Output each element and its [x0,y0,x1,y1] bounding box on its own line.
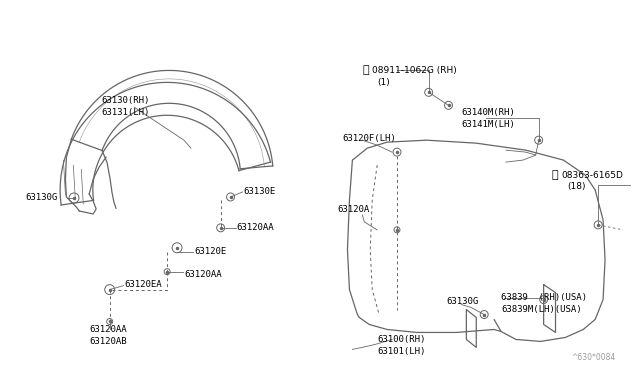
Text: 63101(LH): 63101(LH) [377,347,426,356]
Text: 63120AA: 63120AA [237,223,274,232]
Text: 63120F(LH): 63120F(LH) [342,134,396,143]
Text: 63120EA: 63120EA [125,280,162,289]
Text: (18): (18) [568,183,586,192]
Text: 08911-1062G (RH): 08911-1062G (RH) [372,66,457,75]
Text: 63130(RH): 63130(RH) [102,96,150,105]
Text: 63120E: 63120E [194,247,226,256]
Text: 63120A: 63120A [337,205,370,214]
Text: 63130G: 63130G [26,193,58,202]
Text: 63120AB: 63120AB [90,337,127,346]
Text: ^630*0084: ^630*0084 [571,353,615,362]
Text: 63130G: 63130G [447,297,479,306]
Text: (1): (1) [377,78,390,87]
Text: 08363-6165D: 08363-6165D [561,170,623,180]
Text: 63120AA: 63120AA [90,325,127,334]
Text: 63120AA: 63120AA [184,270,221,279]
Text: ⓝ: ⓝ [362,65,369,76]
Text: 63140M(RH): 63140M(RH) [461,108,515,117]
Text: 63131(LH): 63131(LH) [102,108,150,117]
Text: 63839M(LH)(USA): 63839M(LH)(USA) [501,305,582,314]
Text: 63141M(LH): 63141M(LH) [461,120,515,129]
Text: Ⓝ: Ⓝ [552,170,558,180]
Text: 63130E: 63130E [243,187,276,196]
Text: 63100(RH): 63100(RH) [377,335,426,344]
Text: 63839  (RH)(USA): 63839 (RH)(USA) [501,293,587,302]
